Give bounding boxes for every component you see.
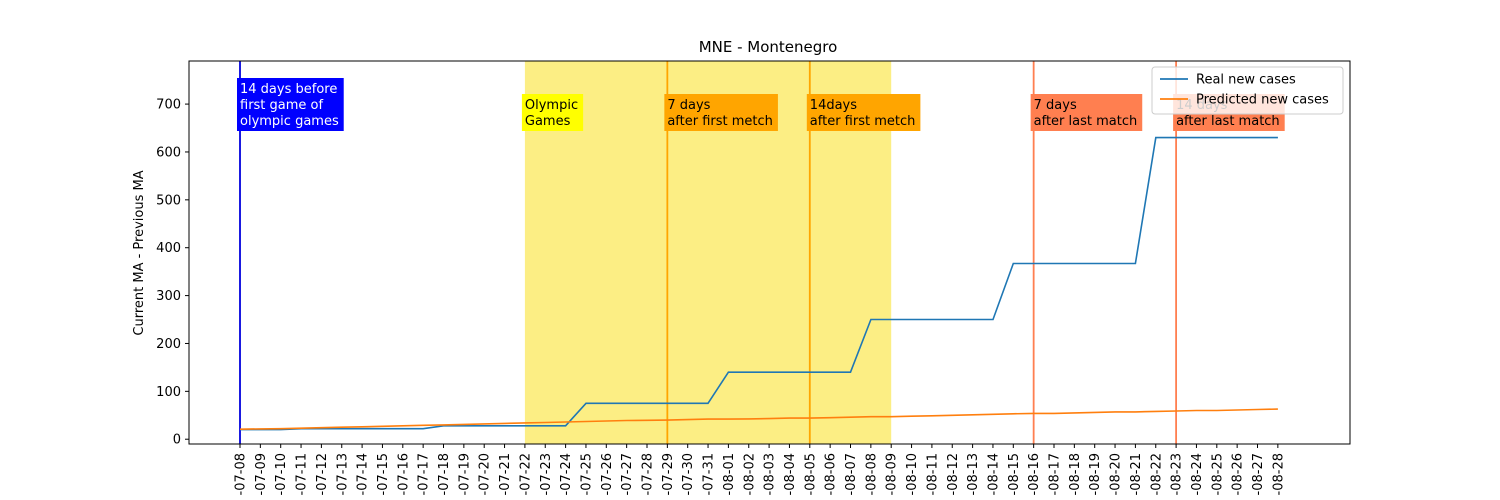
y-tick-label: 100 — [156, 385, 181, 400]
x-tick-label: -08-02 — [742, 453, 757, 495]
x-tick-label: -07-29 — [661, 453, 676, 495]
x-tick-label: -07-16 — [396, 453, 411, 495]
x-tick-label: -07-27 — [620, 453, 635, 495]
x-tick-label: -07-08 — [234, 453, 249, 495]
x-tick-label: -07-22 — [518, 453, 533, 495]
annotation-text: 7 days — [1034, 98, 1077, 113]
x-tick-label: -08-16 — [1027, 453, 1042, 495]
annotation-text: Games — [525, 114, 571, 129]
y-tick-label: 500 — [156, 193, 181, 208]
annotation-text: after first metch — [810, 114, 916, 129]
series-line — [240, 136, 1278, 431]
annotation-text: first game of — [240, 98, 324, 113]
x-tick-label: -07-21 — [498, 453, 513, 495]
y-tick-label: 600 — [156, 145, 181, 160]
annotation-box — [806, 94, 921, 131]
legend-label: Real new cases — [1196, 73, 1296, 88]
x-tick-label: -07-23 — [539, 453, 554, 495]
x-tick-label: -08-05 — [803, 453, 818, 495]
y-tick-label: 300 — [156, 289, 181, 304]
x-tick-label: -07-26 — [600, 453, 615, 495]
x-axis: -07-08 -07-09 -07-10 -07-11 -07-12 -07-13 -07-… — [234, 444, 1286, 495]
y-tick-label: 700 — [156, 98, 181, 113]
x-tick-label: -07-14 — [356, 453, 371, 495]
x-tick-label: -08-28 — [1271, 453, 1286, 495]
x-tick-label: -07-13 — [335, 453, 350, 495]
x-tick-label: -07-11 — [295, 453, 310, 495]
x-tick-label: -08-07 — [844, 453, 859, 495]
series-line — [239, 408, 1278, 430]
x-tick-label: -08-19 — [1088, 453, 1103, 495]
x-tick-label: -08-26 — [1231, 453, 1246, 495]
x-tick-label: -08-20 — [1109, 453, 1124, 495]
x-tick-label: -08-24 — [1190, 453, 1205, 495]
x-tick-label: -08-18 — [1068, 453, 1083, 495]
x-tick-label: -08-13 — [966, 453, 981, 495]
x-tick-label: -08-21 — [1129, 453, 1144, 495]
x-tick-label: -08-06 — [824, 453, 839, 495]
annotation-text: olympic games — [240, 114, 339, 129]
x-tick-label: -08-17 — [1048, 453, 1063, 495]
x-tick-label: -07-12 — [315, 453, 330, 495]
annotation-text: after last match — [1176, 114, 1280, 129]
x-tick-label: -07-31 — [702, 453, 717, 495]
annotation-box — [664, 94, 778, 131]
x-tick-label: -07-09 — [254, 453, 269, 495]
series-lines — [239, 136, 1278, 431]
x-tick-label: -07-24 — [559, 453, 574, 495]
x-tick-label: -08-03 — [763, 453, 778, 495]
x-tick-label: -08-11 — [925, 453, 940, 495]
annotation-text: 14days — [810, 98, 857, 113]
y-axis-label: Current MA - Previous MA — [132, 170, 147, 335]
x-tick-label: -08-08 — [864, 453, 879, 495]
x-tick-label: -07-18 — [437, 453, 452, 495]
x-tick-label: -08-25 — [1210, 453, 1225, 495]
y-axis: 0 100 200 300 400 500 600 700 — [156, 98, 189, 448]
x-tick-label: -08-12 — [946, 453, 961, 495]
annotation-box — [521, 94, 584, 131]
y-tick-label: 0 — [173, 433, 181, 448]
chart-title: MNE - Montenegro — [699, 38, 838, 56]
legend-box — [1151, 66, 1344, 115]
x-tick-label: -08-27 — [1251, 453, 1266, 495]
x-tick-label: -08-22 — [1149, 453, 1164, 495]
x-tick-label: -08-10 — [905, 453, 920, 495]
annotation-box — [237, 78, 344, 131]
x-tick-label: -07-20 — [478, 453, 493, 495]
x-tick-label: -07-19 — [457, 453, 472, 495]
x-tick-label: -07-15 — [376, 453, 391, 495]
x-tick-label: -08-23 — [1170, 453, 1185, 495]
x-tick-label: -08-15 — [1007, 453, 1022, 495]
legend-label: Predicted new cases — [1196, 93, 1329, 108]
y-tick-label: 200 — [156, 337, 181, 352]
x-tick-label: -07-10 — [274, 453, 289, 495]
x-tick-label: -08-14 — [986, 453, 1001, 495]
x-tick-label: -08-01 — [722, 453, 737, 495]
x-tick-label: -07-30 — [681, 453, 696, 495]
x-tick-label: -07-25 — [579, 453, 594, 495]
legend: Real new cases Predicted new cases — [1151, 66, 1344, 115]
annotation-text: 7 days — [667, 98, 710, 113]
x-tick-label: -07-28 — [641, 453, 656, 495]
x-tick-label: -08-04 — [783, 453, 798, 495]
x-tick-label: -08-09 — [885, 453, 900, 495]
annotation-text: Olympic — [525, 98, 578, 113]
annotation-text: 14 days before — [240, 82, 337, 97]
annotation-box — [1030, 94, 1143, 131]
annotation-text: after first metch — [667, 114, 773, 129]
y-tick-label: 400 — [156, 241, 181, 256]
annotation-text: after last match — [1034, 114, 1138, 129]
x-tick-label: -07-17 — [417, 453, 432, 495]
